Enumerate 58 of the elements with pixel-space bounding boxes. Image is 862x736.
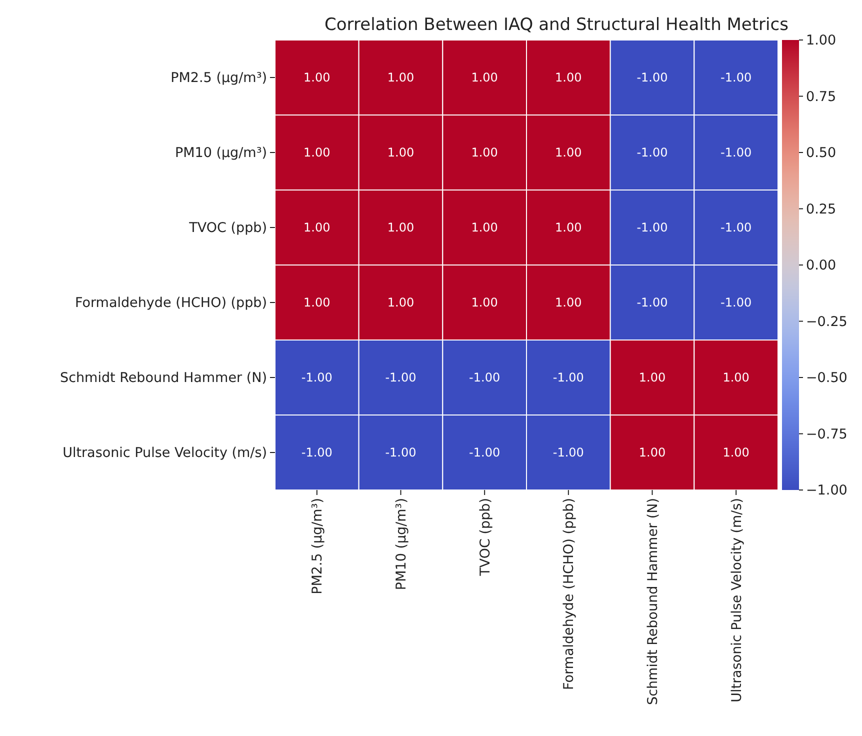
color-bar-label: −0.75 [806,426,848,442]
data-label: 1.00 [555,296,582,310]
data-label: 1.00 [555,70,582,85]
data-label: 1.00 [304,296,330,310]
data-label: 1.00 [387,296,414,310]
color-bar-label: −0.25 [806,314,848,330]
data-label: -1.00 [720,296,752,310]
data-label: -1.00 [385,446,416,460]
data-label: 1.00 [555,146,582,160]
data-label: 1.00 [638,446,666,460]
data-label: -1.00 [636,296,668,310]
data-label: -1.00 [720,146,752,160]
y-tick-label: Schmidt Rebound Hammer (N) [60,370,267,386]
color-bar-label: 0.75 [806,88,836,105]
color-bar-label: 1.00 [806,32,836,49]
data-label: 1.00 [304,220,330,235]
data-label: -1.00 [636,146,668,160]
color-bar-label: 0.00 [806,258,836,274]
data-label: -1.00 [552,370,584,385]
data-label: 1.00 [387,146,414,160]
data-label: -1.00 [552,446,584,460]
data-label: 1.00 [638,370,666,385]
color-bar-label: −1.00 [806,482,848,499]
data-label: -1.00 [385,370,416,385]
color-bar-label: 0.25 [806,201,836,218]
x-tick-label: Schmidt Rebound Hammer (N) [644,498,661,705]
data-label: -1.00 [301,370,332,385]
data-label: -1.00 [636,220,668,235]
data-label: 1.00 [722,446,750,460]
x-tick-label: TVOC (ppb) [477,498,494,577]
data-label: 1.00 [471,220,498,235]
data-label: 1.00 [722,370,750,385]
data-label: 1.00 [304,146,330,160]
x-tick-label: PM2.5 (µg/m³) [310,498,326,594]
data-label: 1.00 [304,70,330,85]
data-label: 1.00 [555,220,582,235]
data-label: -1.00 [636,70,668,85]
y-tick-label: Formaldehyde (HCHO) (ppb) [74,295,267,312]
data-label: -1.00 [469,446,500,460]
color-bar-label: 0.50 [806,145,836,162]
x-tick-label: Formaldehyde (HCHO) (ppb) [561,498,578,690]
data-label: -1.00 [720,70,752,85]
data-label: -1.00 [301,446,332,460]
y-tick-label: PM2.5 (µg/m³) [170,70,267,86]
data-label: 1.00 [471,70,498,85]
data-label: 1.00 [471,296,498,310]
data-label: 1.00 [471,146,498,160]
color-bar-label: −0.50 [806,370,848,386]
data-label: 1.00 [387,220,414,235]
chart-title: Correlation Between IAQ and Structural Health Metrics [324,15,789,35]
x-tick-label: Ultrasonic Pulse Velocity (m/s) [728,498,745,702]
x-tick-label: PM10 (µg/m³) [393,498,410,590]
y-tick-label: Ultrasonic Pulse Velocity (m/s) [62,445,267,462]
data-label: 1.00 [387,70,414,85]
y-tick-label: TVOC (ppb) [188,220,267,236]
y-tick-label: PM10 (µg/m³) [174,145,267,162]
data-label: -1.00 [720,220,752,235]
data-label: -1.00 [469,370,500,385]
